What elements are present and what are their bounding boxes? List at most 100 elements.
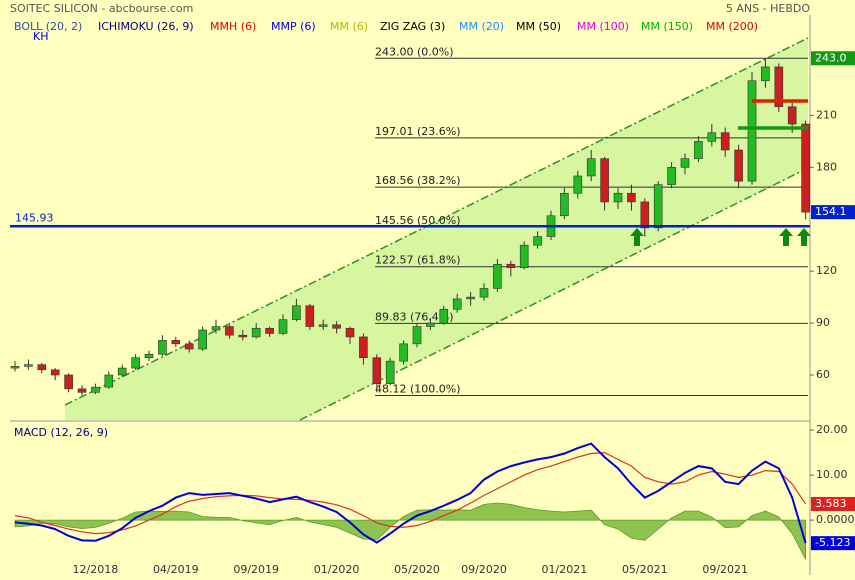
candle-body [774,66,784,108]
fib-label: 89.83 (76.4%) [375,310,454,323]
macd-layer [14,442,807,560]
candle-body [707,132,717,142]
candle-body [519,244,529,268]
candle-body [117,367,127,376]
fib-label: 48.12 (100.0%) [375,383,461,396]
indicator-label: MM (100) [577,20,629,33]
candle-body [533,236,542,246]
support-label: 145.93 [15,211,54,224]
indicator-label: MM (6) [330,20,368,33]
indicator-label: BOLL (20, 2) [14,20,82,33]
y-tick-label: 120 [816,264,837,277]
y-tick-label: 90 [816,316,830,329]
candle-body [10,366,20,369]
candle-body [439,308,449,324]
candle-body [104,374,114,388]
fib-label: 243.00 (0.0%) [375,45,454,58]
macd-title: MACD (12, 26, 9) [14,426,108,439]
candle-body [747,80,757,182]
candle-body [372,357,382,384]
candle-body [37,364,47,371]
candle-body [412,326,422,345]
macd-line [14,442,807,544]
candle-body [332,324,341,329]
channel-lower [299,167,809,421]
candle-body [560,192,569,217]
candle-body [573,175,583,194]
x-tick-label: 09/2021 [702,563,748,576]
candle-body [493,263,502,289]
y-tick-label: 210 [816,108,837,121]
candle-body [265,327,274,334]
candle-body [171,340,181,345]
signal-tag-box [811,496,855,511]
candle-body [667,167,676,185]
fibonacci-layer: 243.00 (0.0%) 197.01 (23.6%) 168.56 (38.2%… [375,45,808,397]
x-tick-label: 05/2020 [394,563,440,576]
candle-body [506,263,516,268]
channel-fill [65,38,808,420]
candle-body [586,158,596,177]
candle-body [198,329,207,350]
macd-tag-box [811,536,855,551]
macd-histogram [14,502,806,560]
indicator-label: MM (150) [641,20,693,33]
macd-y-tick-label: 0.0000 [816,513,855,526]
candle-body [64,374,73,390]
fib-label: 145.56 (50.0%) [375,214,461,227]
x-tick-label: 05/2021 [622,563,668,576]
candle-body [77,388,87,393]
indicator-label: MM (50) [516,20,561,33]
chart-title: SOITEC SILICON - abcbourse.com [10,2,193,15]
candle-body [694,141,703,159]
candle-body [653,184,663,229]
candle-body [211,326,221,331]
macd-y-tick-label: 10.00 [816,468,848,481]
candle-body [801,123,810,213]
candle-body [225,326,234,336]
macd-tag: -5.123 [815,536,850,549]
high-tag: 243.0 [815,51,847,64]
candle-body [600,158,609,203]
candle-body [292,305,301,320]
candle-body [627,192,636,203]
indicator-label: ICHIMOKU (26, 9) [98,20,194,33]
candle-body [345,327,355,338]
candle-body [238,334,248,338]
x-tick-label: 09/2020 [461,563,507,576]
channel-upper [64,37,809,406]
candle-body [318,324,328,327]
chart-subtitle: 5 ANS - HEBDO [726,2,810,15]
fib-label: 168.56 (38.2%) [375,174,461,187]
candle-body [613,192,623,203]
candle-body [479,288,489,298]
x-tick-label: 09/2019 [233,563,279,576]
candle-body [50,369,60,376]
arrows [630,228,811,246]
up-arrow [779,228,793,246]
candle-body [399,343,408,362]
indicator-label: MM (200) [706,20,758,33]
candle-body [278,319,288,334]
y-tick-label: 180 [816,160,837,173]
up-arrow [630,228,644,246]
candle-body [452,298,462,310]
x-tick-label: 12/2018 [73,563,119,576]
macd-line [14,451,807,535]
indicator-label: MMP (6) [271,20,316,33]
candle-body [359,336,368,358]
fib-label: 122.57 (61.8%) [375,254,461,267]
candle-body [734,149,743,182]
x-tick-label: 04/2019 [153,563,199,576]
high-tag-box [811,51,855,66]
candle-body [787,106,797,125]
signal-tag: 3.583 [815,497,847,510]
candle-body [158,340,167,355]
candle-body [305,305,315,327]
candle-body [24,364,33,367]
last-close-tag: 154.1 [815,205,847,218]
candle-body [426,322,435,327]
indicator-label: ZIG ZAG (3) [380,20,445,33]
